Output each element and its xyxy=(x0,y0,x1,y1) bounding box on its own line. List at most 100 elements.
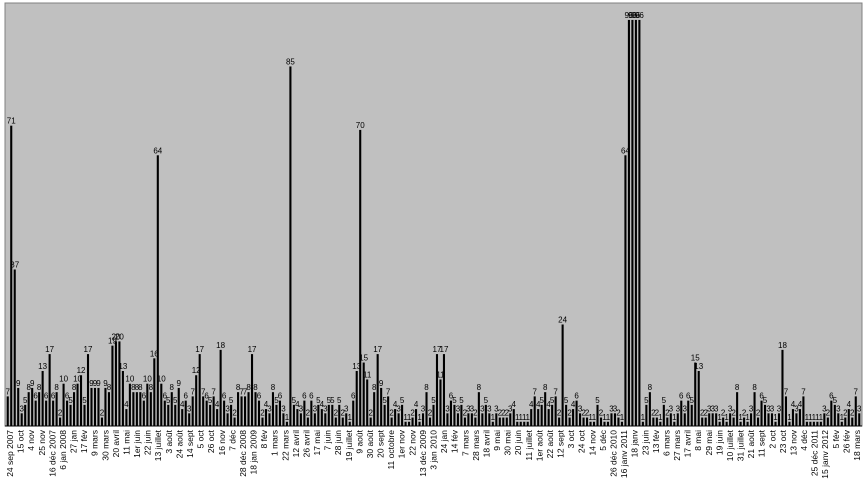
bar xyxy=(428,417,432,426)
data-label: 7 xyxy=(784,387,789,396)
x-tick-label: 30 août xyxy=(365,429,375,458)
bar xyxy=(837,413,840,426)
bar xyxy=(79,375,83,426)
bar xyxy=(533,396,536,426)
bar xyxy=(212,396,215,426)
bar xyxy=(516,421,519,426)
bar xyxy=(415,409,418,426)
data-label: 5 xyxy=(23,396,28,405)
bar xyxy=(718,421,721,426)
bar xyxy=(310,400,313,426)
bar xyxy=(757,417,760,426)
data-label: 2 xyxy=(498,409,503,418)
data-label: 8 xyxy=(543,383,548,392)
data-label: 6 xyxy=(302,392,307,401)
data-label: 1 xyxy=(641,413,646,422)
bar xyxy=(38,392,41,426)
bar xyxy=(146,383,149,426)
bar xyxy=(184,400,187,426)
data-label: 3 xyxy=(770,404,775,413)
data-label: 2 xyxy=(368,409,373,418)
x-tick-label: 26 déc 2010 xyxy=(608,430,618,477)
data-label: 6 xyxy=(759,392,764,401)
data-label: 4 xyxy=(320,400,325,409)
x-tick-label: 22 nov xyxy=(407,429,417,455)
data-label: 6 xyxy=(33,392,38,401)
data-label: 8 xyxy=(149,383,154,392)
data-label: 1 xyxy=(812,413,817,422)
data-label: 3 xyxy=(480,404,485,413)
data-label: 3 xyxy=(187,404,192,413)
bar xyxy=(271,392,275,426)
x-tick-label: 22 mars xyxy=(280,430,290,461)
bar xyxy=(453,404,456,426)
data-label: 4 xyxy=(512,400,517,409)
data-label: 2 xyxy=(826,409,831,418)
bar xyxy=(470,413,473,426)
x-tick-label: 3 août xyxy=(164,429,174,453)
bar xyxy=(34,400,37,426)
data-label: 3 xyxy=(749,404,754,413)
bar xyxy=(317,404,320,426)
bar xyxy=(254,392,257,426)
x-tick-label: 5 déc xyxy=(598,429,608,451)
bar xyxy=(20,413,23,426)
bar xyxy=(554,396,557,426)
data-label: 3 xyxy=(710,404,715,413)
x-tick-label: 22 juin xyxy=(143,430,153,455)
data-label: 7 xyxy=(854,387,859,396)
bar xyxy=(519,421,522,426)
data-label: 5 xyxy=(459,396,464,405)
bar xyxy=(17,387,20,426)
bar xyxy=(763,404,767,426)
bar xyxy=(840,421,843,426)
bar-series xyxy=(6,19,861,427)
bar xyxy=(704,417,707,426)
bar xyxy=(52,400,55,426)
data-label: 7 xyxy=(239,387,244,396)
data-label: 1 xyxy=(407,413,412,422)
bar xyxy=(694,362,697,426)
data-label: 2 xyxy=(58,409,63,418)
bar xyxy=(362,362,365,426)
bar xyxy=(268,413,271,426)
bar xyxy=(858,413,861,426)
data-label: 5 xyxy=(452,396,457,405)
data-label: 2 xyxy=(843,409,848,418)
bar xyxy=(198,354,201,426)
bar xyxy=(610,413,613,426)
data-label: 3 xyxy=(707,404,712,413)
bar xyxy=(477,392,480,426)
data-label: 6 xyxy=(829,392,834,401)
bar xyxy=(394,409,397,426)
bar xyxy=(6,396,9,426)
data-label: 5 xyxy=(330,396,335,405)
data-label: 18 xyxy=(778,341,787,350)
bar xyxy=(216,409,219,426)
x-tick-label: 17 mai xyxy=(312,430,322,456)
bar xyxy=(86,354,90,426)
x-tick-label: 17 avril xyxy=(683,430,693,458)
bar xyxy=(139,392,142,426)
data-label: 3 xyxy=(794,404,799,413)
x-tick-label: 1er août xyxy=(534,429,544,461)
x-tick-labels: 24 sep 2007 15 oct 4 nov 25 nov 16 déc 2007 6… xyxy=(5,429,862,478)
data-label: 6 xyxy=(44,392,49,401)
data-label: 4 xyxy=(215,400,220,409)
data-label: 2 xyxy=(651,409,656,418)
bar xyxy=(313,413,316,426)
x-tick-label: 12 sept xyxy=(556,429,566,458)
data-label: 16 xyxy=(150,349,159,358)
bar xyxy=(289,66,292,426)
data-label: 9 xyxy=(103,379,108,388)
data-label: 1 xyxy=(285,413,290,422)
bar xyxy=(582,417,585,426)
bar xyxy=(568,417,571,426)
data-label: 6 xyxy=(204,392,209,401)
bar xyxy=(404,421,407,426)
data-label: 1 xyxy=(491,413,496,422)
data-label: 5 xyxy=(833,396,838,405)
data-label: 17 xyxy=(45,345,54,354)
data-label: 2 xyxy=(334,409,339,418)
data-label: 3 xyxy=(766,404,771,413)
